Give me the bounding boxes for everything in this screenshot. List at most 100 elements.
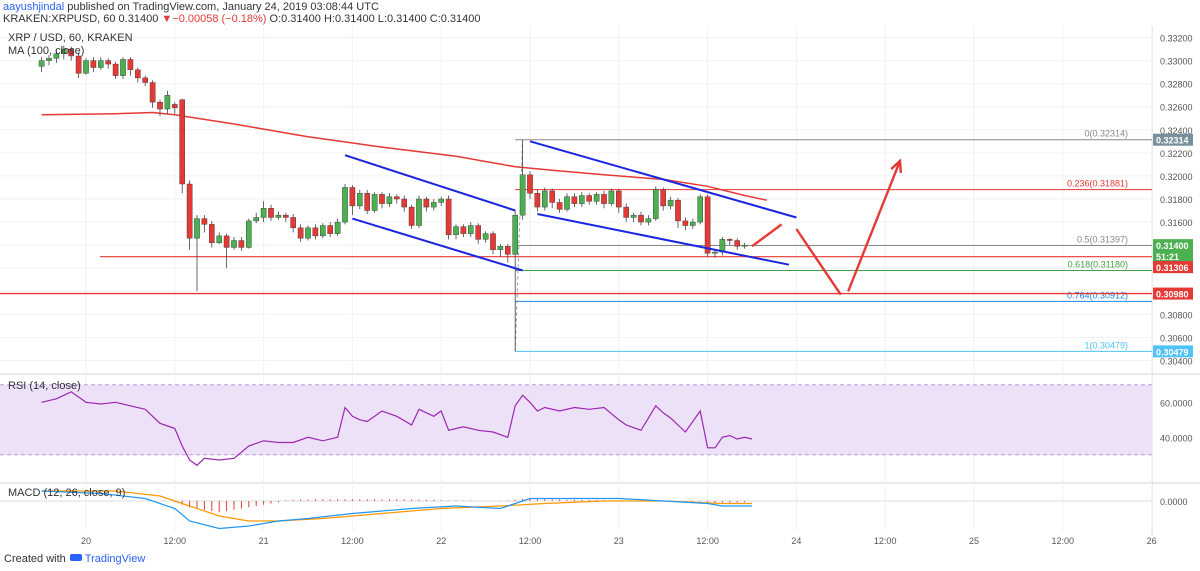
publish-text: published on TradingView.com, January 24… bbox=[67, 1, 379, 13]
candle bbox=[416, 195, 422, 228]
candle bbox=[586, 193, 592, 205]
x-tick-label: 12:00 bbox=[341, 536, 364, 546]
candle-body-down bbox=[75, 55, 82, 74]
candle bbox=[349, 185, 356, 216]
candle-body-up bbox=[630, 214, 637, 218]
candle-body-down bbox=[571, 196, 578, 204]
price-badge-label: 0.31306 bbox=[1156, 263, 1189, 273]
candle bbox=[460, 224, 467, 238]
candle bbox=[704, 194, 711, 257]
candle bbox=[490, 231, 496, 255]
candle-body-up bbox=[697, 196, 703, 223]
author-link[interactable]: aayushjindal bbox=[3, 1, 65, 13]
candle bbox=[512, 210, 518, 352]
candle bbox=[431, 199, 437, 211]
candle bbox=[53, 49, 60, 63]
candle bbox=[364, 189, 371, 214]
candle-body-up bbox=[653, 189, 659, 219]
candle-body-up bbox=[453, 226, 459, 235]
y-tick-label: 0.31800 bbox=[1160, 195, 1193, 205]
candle bbox=[453, 224, 459, 240]
candle-body-down bbox=[127, 59, 134, 71]
price-badge: 0.30479 bbox=[1153, 345, 1193, 358]
candle bbox=[386, 193, 393, 208]
candle-body-down bbox=[727, 239, 733, 241]
candle-body-down bbox=[586, 195, 592, 202]
candle bbox=[112, 61, 119, 80]
candle bbox=[653, 186, 659, 221]
candle-body-up bbox=[83, 60, 89, 74]
candle bbox=[675, 197, 681, 228]
price-badge-label: 0.30479 bbox=[1156, 347, 1189, 357]
chart-overlays-front bbox=[344, 140, 903, 296]
change-value: −0.00058 (−0.18%) bbox=[172, 13, 267, 25]
candle bbox=[201, 215, 208, 233]
candle-body-down bbox=[527, 174, 533, 194]
candle-body-down bbox=[534, 193, 541, 208]
candle bbox=[208, 220, 215, 248]
candle-body-up bbox=[564, 196, 570, 210]
candle-body-up bbox=[645, 218, 652, 223]
candle bbox=[445, 195, 452, 240]
candle bbox=[371, 192, 378, 213]
candle-body-up bbox=[334, 221, 341, 234]
candle bbox=[734, 238, 740, 250]
candle-body-down bbox=[327, 225, 334, 234]
fib-level-label: 0.236(0.31881) bbox=[1067, 179, 1128, 189]
rsi-tick-label: 40.0000 bbox=[1160, 433, 1193, 443]
candle bbox=[519, 140, 526, 220]
candle bbox=[134, 67, 141, 83]
candle bbox=[171, 102, 178, 114]
ma-100-line bbox=[41, 111, 767, 201]
rsi-band bbox=[0, 384, 1152, 455]
created-with-text: Created with bbox=[4, 553, 66, 565]
macd-line bbox=[41, 490, 752, 530]
candle-body-up bbox=[216, 235, 223, 244]
candle bbox=[290, 213, 297, 233]
fib-level-label: 0.5(0.31397) bbox=[1077, 234, 1128, 244]
candle-body-down bbox=[408, 206, 415, 226]
projection-arrow-line bbox=[847, 160, 902, 292]
candle bbox=[482, 231, 489, 243]
candle bbox=[616, 188, 622, 213]
x-tick-label: 12:00 bbox=[519, 536, 542, 546]
candle bbox=[149, 80, 156, 108]
candle-body-down bbox=[90, 60, 97, 68]
x-tick-label: 12:00 bbox=[874, 536, 897, 546]
candle-body-down bbox=[171, 104, 178, 109]
candle bbox=[305, 225, 311, 241]
candle-body-down bbox=[142, 77, 149, 83]
macd-legend: MACD (12, 26, close, 9) bbox=[8, 487, 125, 499]
candle bbox=[527, 171, 533, 199]
xrp-usd-chart[interactable]: 0(0.32314) 0.236(0.31881) 0.5(0.31397) 0.61… bbox=[0, 26, 1200, 549]
y-tick-label: 0.32200 bbox=[1160, 149, 1193, 159]
candle-body-up bbox=[194, 218, 200, 239]
x-tick-label: 23 bbox=[614, 536, 624, 546]
candle bbox=[497, 243, 504, 257]
candlestick-series bbox=[38, 45, 748, 352]
chart-title: XRP / USD, 60, KRAKEN bbox=[8, 32, 133, 44]
tradingview-link[interactable]: TradingView bbox=[84, 553, 146, 565]
candle-body-up bbox=[482, 233, 489, 240]
candle bbox=[408, 204, 415, 229]
projection-arrowhead bbox=[890, 158, 903, 173]
candle bbox=[120, 57, 126, 80]
price-badge: 0.31306 bbox=[1153, 261, 1193, 274]
candle-body-down bbox=[238, 240, 245, 248]
quote-line: KRAKEN:XRPUSD, 60 0.31400 ▼−0.00058 (−0.… bbox=[3, 13, 481, 25]
channel-upper-line bbox=[344, 154, 516, 212]
price-badge-label: 0.32314 bbox=[1156, 136, 1189, 146]
candle-body-down bbox=[134, 69, 141, 79]
candle-body-down bbox=[149, 82, 156, 103]
candle bbox=[260, 201, 267, 223]
candle-body-up bbox=[431, 202, 437, 208]
candle-body-up bbox=[667, 199, 674, 207]
candle-body-down bbox=[601, 194, 607, 204]
candle bbox=[253, 212, 260, 224]
macd-tick-label: 0.0000 bbox=[1160, 497, 1188, 507]
candle-body-up bbox=[519, 174, 526, 216]
candle-body-down bbox=[349, 187, 356, 207]
price-badge: 51:21 bbox=[1153, 250, 1193, 263]
candle bbox=[157, 99, 163, 116]
candle bbox=[667, 196, 674, 210]
